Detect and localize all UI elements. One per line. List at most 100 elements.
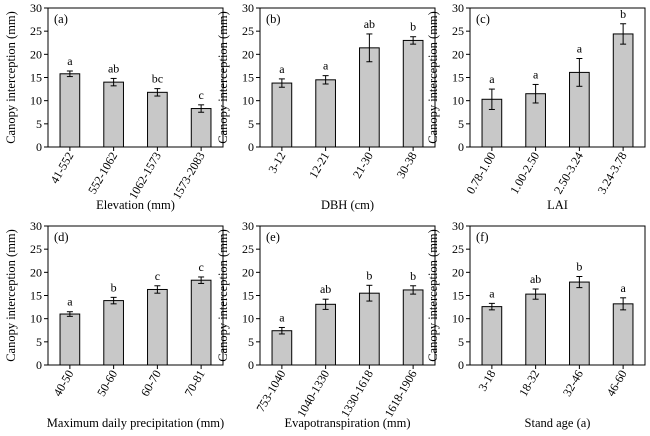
significance-letter: ab bbox=[320, 282, 331, 296]
y-tick-label: 15 bbox=[30, 71, 42, 85]
y-tick-label: 5 bbox=[36, 117, 42, 131]
bar bbox=[612, 33, 634, 148]
bar bbox=[190, 279, 212, 366]
x-tick-label: 753-1040 bbox=[253, 368, 288, 415]
bar bbox=[315, 303, 336, 366]
bar bbox=[103, 300, 124, 366]
bar bbox=[103, 81, 124, 148]
bar bbox=[59, 73, 81, 148]
y-axis-label: Canopy interception (mm) bbox=[4, 11, 18, 144]
y-tick-label: 10 bbox=[30, 312, 42, 326]
significance-letter: a bbox=[279, 62, 285, 76]
bar bbox=[481, 306, 503, 366]
significance-letter: a bbox=[67, 295, 73, 309]
x-tick-label: 60-70 bbox=[138, 368, 164, 399]
panel-label: (e) bbox=[266, 230, 280, 244]
panel-label: (f) bbox=[476, 230, 489, 244]
y-tick-label: 25 bbox=[242, 24, 254, 38]
y-tick-label: 30 bbox=[452, 1, 464, 15]
significance-letter: a bbox=[577, 42, 583, 56]
y-tick-label: 0 bbox=[248, 140, 254, 154]
y-tick-label: 30 bbox=[242, 219, 254, 233]
bar bbox=[402, 39, 424, 148]
significance-letter: ab bbox=[530, 272, 541, 286]
y-tick-label: 30 bbox=[30, 1, 42, 15]
x-tick-label: 1573-2083 bbox=[170, 150, 208, 202]
y-tick-label: 10 bbox=[452, 94, 464, 108]
x-tick-label: 552-1062 bbox=[85, 150, 120, 197]
panel-label: (b) bbox=[266, 12, 281, 26]
y-tick-label: 20 bbox=[242, 265, 254, 279]
y-tick-label: 5 bbox=[458, 335, 464, 349]
significance-letter: a bbox=[323, 59, 329, 73]
bar bbox=[525, 293, 546, 366]
chart-panel: 0 5 10 15 20 25 30 Canopy interception (mm) (e) a… bbox=[216, 219, 436, 430]
bar bbox=[59, 313, 81, 366]
y-tick-label: 15 bbox=[452, 71, 464, 85]
significance-letter: b bbox=[111, 280, 117, 294]
significance-letter: a bbox=[489, 286, 495, 300]
y-tick-label: 20 bbox=[452, 47, 464, 61]
x-tick-label: 1.00-2.50 bbox=[507, 150, 542, 197]
bar bbox=[569, 281, 590, 366]
significance-letter: a bbox=[620, 281, 626, 295]
y-tick-label: 10 bbox=[242, 312, 254, 326]
y-axis-label: Canopy interception (mm) bbox=[426, 11, 440, 144]
significance-letter: a bbox=[489, 72, 495, 86]
x-tick-label: 2.50-3.24 bbox=[551, 150, 586, 197]
bar bbox=[612, 303, 634, 366]
chart-panel: 0 5 10 15 20 25 30 Canopy interception (mm) (b) a… bbox=[216, 1, 436, 212]
y-tick-label: 10 bbox=[452, 312, 464, 326]
x-tick-label: 1040-1330 bbox=[294, 368, 332, 420]
y-tick-label: 0 bbox=[248, 358, 254, 372]
x-tick-label: 46-60 bbox=[604, 368, 630, 399]
y-tick-label: 25 bbox=[242, 242, 254, 256]
y-tick-label: 10 bbox=[30, 94, 42, 108]
chart-panel: 0 5 10 15 20 25 30 Canopy interception (mm) (f) a… bbox=[426, 219, 646, 430]
x-tick-label: 50-60 bbox=[94, 368, 120, 399]
bar bbox=[359, 292, 380, 366]
y-tick-label: 0 bbox=[458, 358, 464, 372]
y-tick-label: 30 bbox=[242, 1, 254, 15]
y-tick-label: 20 bbox=[242, 47, 254, 61]
y-tick-label: 25 bbox=[452, 242, 464, 256]
y-tick-label: 15 bbox=[242, 289, 254, 303]
bar bbox=[147, 91, 168, 148]
significance-letter: b bbox=[366, 268, 372, 282]
x-tick-label: 0.78-1.00 bbox=[463, 150, 498, 197]
chart-panel: 0 5 10 15 20 25 30 Canopy interception (mm) (c) a… bbox=[426, 1, 646, 212]
x-tick-label: 3-12 bbox=[265, 150, 288, 176]
bar bbox=[315, 79, 336, 148]
x-tick-label: 3-18 bbox=[475, 368, 498, 394]
significance-letter: a bbox=[279, 310, 285, 324]
x-tick-label: 3.24-3.78 bbox=[595, 150, 630, 197]
x-tick-label: 1618-1906 bbox=[382, 368, 420, 420]
bar bbox=[147, 288, 168, 366]
x-axis-label: Elevation (mm) bbox=[96, 198, 175, 212]
x-axis-label: Evapotranspiration (mm) bbox=[284, 416, 410, 430]
x-tick-label: 1330-1618 bbox=[338, 368, 376, 420]
y-tick-label: 5 bbox=[458, 117, 464, 131]
y-tick-label: 15 bbox=[242, 71, 254, 85]
significance-letter: b bbox=[620, 7, 626, 21]
x-tick-label: 18-32 bbox=[516, 368, 542, 399]
significance-letter: c bbox=[198, 88, 203, 102]
x-tick-label: 30-38 bbox=[394, 150, 420, 181]
y-axis-label: Canopy interception (mm) bbox=[4, 229, 18, 362]
y-tick-label: 15 bbox=[30, 289, 42, 303]
bar bbox=[359, 47, 380, 148]
x-tick-label: 12-21 bbox=[306, 150, 332, 181]
bar bbox=[271, 82, 293, 148]
significance-letter: a bbox=[67, 54, 73, 68]
y-tick-label: 0 bbox=[458, 140, 464, 154]
y-tick-label: 10 bbox=[242, 94, 254, 108]
y-axis-label: Canopy interception (mm) bbox=[426, 229, 440, 362]
panel-label: (a) bbox=[54, 12, 68, 26]
chart-panel: 0 5 10 15 20 25 30 Canopy interception (mm) (a) a… bbox=[4, 1, 224, 212]
x-axis-label: Maximum daily precipitation (mm) bbox=[47, 416, 224, 430]
panel-label: (d) bbox=[54, 230, 69, 244]
x-axis-label: Stand age (a) bbox=[525, 416, 591, 430]
y-tick-label: 25 bbox=[30, 24, 42, 38]
y-axis-label: Canopy interception (mm) bbox=[216, 229, 230, 362]
bar bbox=[190, 108, 212, 148]
